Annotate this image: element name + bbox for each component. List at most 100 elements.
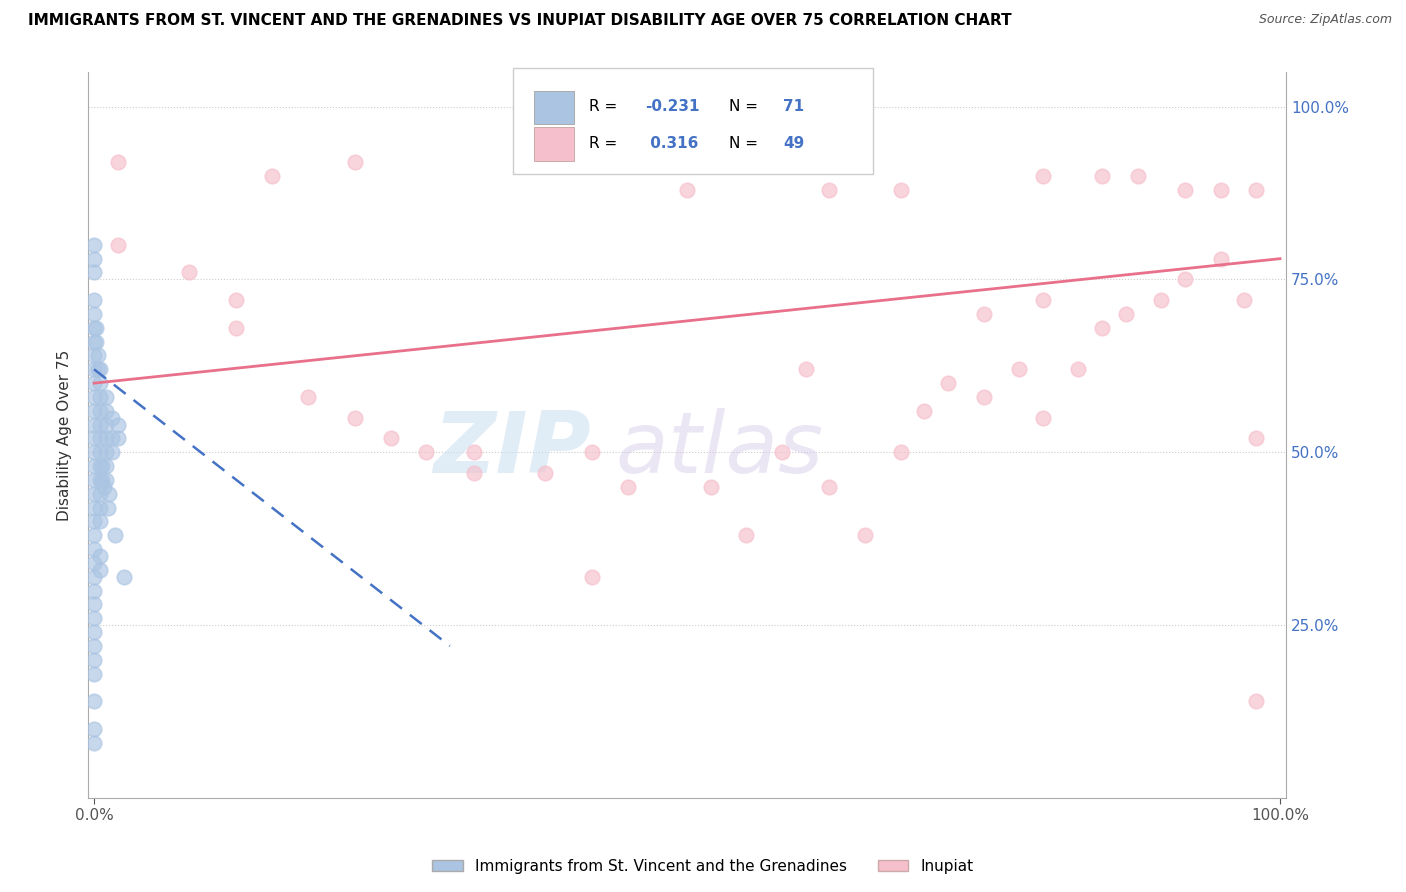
Point: [936, 376, 959, 391]
Point: [89, 563, 111, 577]
Point: [104, 528, 127, 542]
Point: [83, 362, 105, 376]
Point: [89, 473, 111, 487]
Point: [1174, 272, 1197, 286]
Point: [818, 182, 841, 196]
Point: [889, 445, 911, 459]
Point: [1246, 694, 1268, 708]
Point: [94, 390, 117, 404]
Legend: Immigrants from St. Vincent and the Grenadines, Inupiat: Immigrants from St. Vincent and the Gren…: [426, 853, 980, 880]
Point: [1067, 362, 1090, 376]
Point: [83, 459, 105, 474]
Point: [101, 410, 124, 425]
Point: [1150, 293, 1173, 308]
Point: [83, 252, 105, 266]
Bar: [534, 91, 575, 124]
Point: [533, 466, 555, 480]
Point: [94, 432, 117, 446]
Point: [83, 528, 105, 542]
Point: [98, 487, 121, 501]
Point: [94, 445, 117, 459]
Point: [1209, 182, 1232, 196]
Point: [889, 182, 911, 196]
Point: [83, 694, 105, 708]
Text: R =: R =: [589, 99, 621, 114]
Point: [107, 154, 129, 169]
Point: [83, 722, 105, 736]
Point: [83, 404, 105, 418]
Point: [343, 410, 366, 425]
Point: [89, 417, 111, 432]
Point: [83, 473, 105, 487]
Point: [83, 570, 105, 584]
Point: [89, 549, 111, 563]
Point: [83, 736, 105, 750]
Point: [83, 307, 105, 321]
Point: [83, 598, 105, 612]
Point: [89, 362, 111, 376]
Text: 49: 49: [783, 136, 804, 151]
Point: [1174, 182, 1197, 196]
Point: [107, 432, 129, 446]
Point: [581, 445, 603, 459]
Point: [101, 432, 124, 446]
Point: [1032, 293, 1054, 308]
Point: [83, 666, 105, 681]
Point: [83, 432, 105, 446]
Point: [97, 500, 120, 515]
Text: N =: N =: [728, 99, 763, 114]
Point: [89, 515, 111, 529]
Point: [89, 390, 111, 404]
Point: [89, 432, 111, 446]
Point: [1209, 252, 1232, 266]
Y-axis label: Disability Age Over 75: Disability Age Over 75: [58, 350, 72, 521]
Point: [1233, 293, 1256, 308]
Point: [101, 445, 124, 459]
Point: [794, 362, 817, 376]
Point: [297, 390, 319, 404]
Point: [973, 307, 995, 321]
Point: [83, 487, 105, 501]
Point: [94, 417, 117, 432]
Point: [94, 404, 117, 418]
Point: [83, 653, 105, 667]
Point: [83, 556, 105, 570]
Point: [89, 376, 111, 391]
Point: [676, 182, 699, 196]
Point: [735, 528, 758, 542]
Point: [973, 390, 995, 404]
Point: [463, 445, 485, 459]
Text: IMMIGRANTS FROM ST. VINCENT AND THE GRENADINES VS INUPIAT DISABILITY AGE OVER 75: IMMIGRANTS FROM ST. VINCENT AND THE GREN…: [28, 13, 1012, 29]
Text: atlas: atlas: [616, 408, 823, 491]
Point: [83, 611, 105, 625]
Point: [83, 237, 105, 252]
Point: [380, 432, 402, 446]
Point: [700, 480, 723, 494]
Point: [107, 237, 129, 252]
Point: [912, 404, 935, 418]
Point: [91, 459, 114, 474]
Point: [94, 459, 117, 474]
Point: [177, 265, 200, 279]
Point: [818, 480, 841, 494]
Point: [89, 487, 111, 501]
Text: R =: R =: [589, 136, 621, 151]
Point: [415, 445, 437, 459]
Text: 71: 71: [783, 99, 804, 114]
Point: [1091, 321, 1114, 335]
Point: [83, 583, 105, 598]
Point: [1115, 307, 1137, 321]
Point: [343, 154, 366, 169]
Point: [89, 404, 111, 418]
Point: [1246, 432, 1268, 446]
Point: [86, 334, 108, 349]
Point: [1126, 169, 1149, 183]
Point: [89, 500, 111, 515]
Point: [1008, 362, 1031, 376]
Point: [770, 445, 793, 459]
Point: [225, 321, 247, 335]
Point: [91, 473, 114, 487]
Point: [83, 349, 105, 363]
Text: 0.316: 0.316: [645, 136, 699, 151]
Point: [94, 473, 117, 487]
